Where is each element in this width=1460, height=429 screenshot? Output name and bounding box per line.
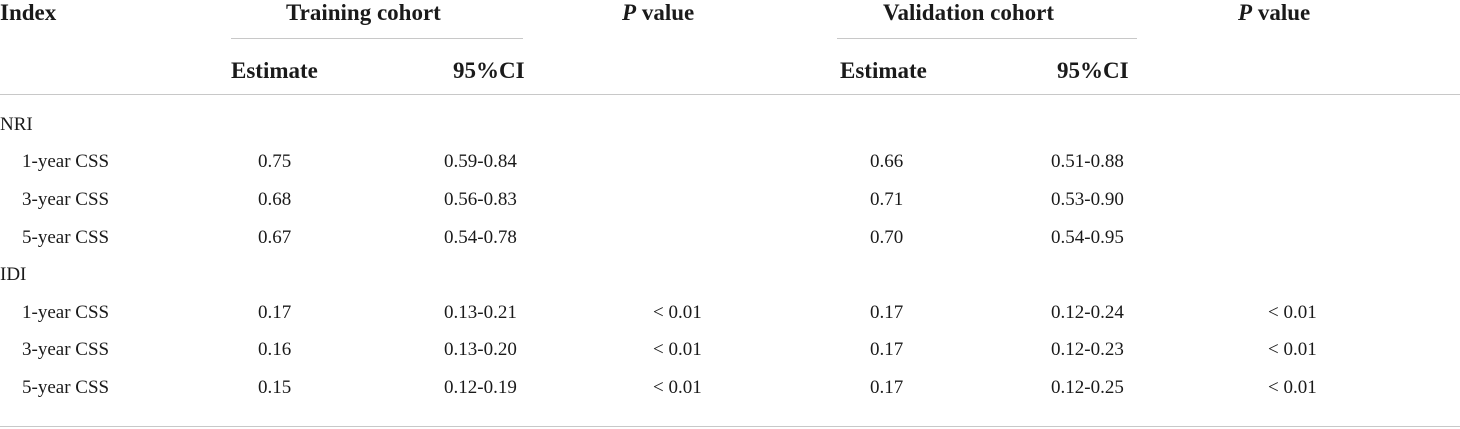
header-validation-cohort: Validation cohort [883, 0, 1055, 25]
p-italic: P [622, 0, 637, 25]
p-italic: P [1238, 0, 1253, 25]
row-label: 1-year CSS [22, 302, 110, 323]
training-estimate-cell: 0.17 [258, 302, 292, 323]
header-training-p-value: P value [622, 0, 694, 26]
training-p-value-cell: < 0.01 [653, 377, 702, 398]
training-spanner-rule [231, 38, 523, 39]
training-estimate-cell: 0.15 [258, 377, 292, 398]
validation-estimate-cell: 0.70 [870, 227, 904, 248]
row-label: 3-year CSS [22, 189, 110, 210]
row-label: 3-year CSS [22, 339, 110, 360]
header-validation-ci: 95%CI [1057, 58, 1129, 83]
validation-estimate-cell: 0.17 [870, 339, 904, 360]
header-validation-estimate: Estimate [840, 58, 927, 83]
training-ci-cell: 0.59-0.84 [444, 151, 517, 172]
section-label-nri: NRI [0, 114, 33, 135]
validation-ci-cell: 0.53-0.90 [1051, 189, 1124, 210]
header-index: Index [0, 0, 57, 25]
training-estimate-cell: 0.68 [258, 189, 292, 210]
training-estimate-cell: 0.75 [258, 151, 292, 172]
validation-ci-cell: 0.12-0.24 [1051, 302, 1124, 323]
validation-p-value-cell: < 0.01 [1268, 339, 1317, 360]
row-label: 5-year CSS [22, 227, 110, 248]
validation-p-value-cell: < 0.01 [1268, 377, 1317, 398]
validation-estimate-cell: 0.17 [870, 302, 904, 323]
validation-p-value-cell: < 0.01 [1268, 302, 1317, 323]
row-label: 5-year CSS [22, 377, 110, 398]
validation-ci-cell: 0.12-0.25 [1051, 377, 1124, 398]
training-ci-cell: 0.56-0.83 [444, 189, 517, 210]
p-value-text: value [1252, 0, 1311, 25]
training-p-value-cell: < 0.01 [653, 302, 702, 323]
validation-spanner-rule [837, 38, 1137, 39]
p-value-text: value [636, 0, 695, 25]
validation-estimate-cell: 0.17 [870, 377, 904, 398]
header-training-cohort: Training cohort [286, 0, 441, 25]
validation-estimate-cell: 0.66 [870, 151, 904, 172]
training-ci-cell: 0.54-0.78 [444, 227, 517, 248]
training-ci-cell: 0.12-0.19 [444, 377, 517, 398]
training-ci-cell: 0.13-0.20 [444, 339, 517, 360]
training-ci-cell: 0.13-0.21 [444, 302, 517, 323]
header-training-ci: 95%CI [453, 58, 525, 83]
header-bottom-rule [0, 94, 1460, 95]
validation-estimate-cell: 0.71 [870, 189, 904, 210]
validation-ci-cell: 0.54-0.95 [1051, 227, 1124, 248]
validation-ci-cell: 0.12-0.23 [1051, 339, 1124, 360]
training-p-value-cell: < 0.01 [653, 339, 702, 360]
header-validation-p-value: P value [1238, 0, 1310, 26]
row-label: 1-year CSS [22, 151, 110, 172]
training-estimate-cell: 0.67 [258, 227, 292, 248]
table-bottom-rule [0, 426, 1460, 427]
validation-ci-cell: 0.51-0.88 [1051, 151, 1124, 172]
section-label-idi: IDI [0, 264, 27, 285]
header-training-estimate: Estimate [231, 58, 318, 83]
training-estimate-cell: 0.16 [258, 339, 292, 360]
